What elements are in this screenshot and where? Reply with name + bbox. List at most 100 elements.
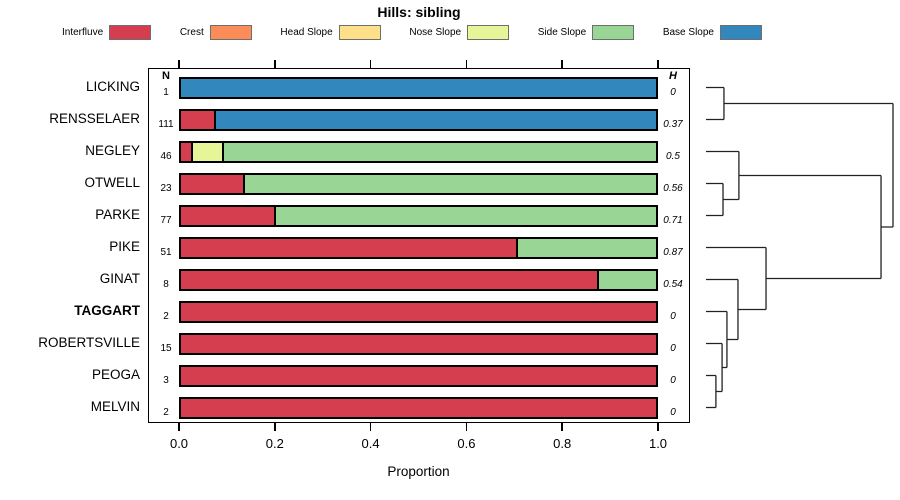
category-label: NEGLEY — [85, 143, 140, 158]
bar-segment-side-slope — [273, 206, 656, 225]
category-label: MELVIN — [90, 399, 140, 414]
legend-swatch-crest — [209, 25, 252, 40]
legend-swatch-head-slope — [338, 25, 381, 40]
bar-segment-base-slope — [181, 78, 656, 97]
axis-tick-label: 0.0 — [169, 436, 189, 451]
n-value: 46 — [160, 151, 172, 162]
chart-title: Hills: sibling — [377, 4, 461, 20]
legend-label: Head Slope — [280, 27, 333, 38]
axis-tick-bottom — [561, 423, 563, 431]
bar — [179, 268, 658, 291]
bar-segment-interfluve — [181, 366, 656, 385]
category-label: PEOGA — [91, 367, 140, 382]
n-value: 111 — [158, 119, 174, 130]
legend-item-side-slope: Side Slope — [537, 25, 635, 40]
category-label: OTWELL — [84, 175, 140, 190]
n-value: 3 — [163, 375, 169, 386]
axis-tick-top — [274, 60, 276, 68]
h-value: 0.71 — [663, 215, 683, 226]
bar-segment-base-slope — [214, 110, 656, 129]
n-value: 1 — [163, 87, 169, 98]
h-value: 0.54 — [663, 279, 683, 290]
h-value: 0.87 — [663, 247, 683, 258]
bar — [179, 300, 658, 323]
axis-tick-top — [465, 60, 468, 68]
category-label: ROBERTSVILLE — [38, 335, 140, 350]
axis-tick-label: 0.6 — [457, 436, 476, 451]
h-value: 0 — [670, 375, 676, 386]
category-label: PIKE — [109, 239, 140, 254]
category-label: TAGGART — [74, 303, 140, 318]
bar — [179, 76, 658, 99]
legend-swatch-base-slope — [719, 25, 762, 40]
axis-tick-bottom — [465, 423, 468, 431]
bar — [179, 140, 658, 163]
category-label: GINAT — [99, 271, 140, 286]
legend-item-base-slope: Base Slope — [663, 25, 762, 40]
bar-segment-nose-slope — [191, 142, 223, 161]
h-value: 0 — [670, 407, 676, 418]
n-value: 8 — [163, 279, 169, 290]
bar-segment-interfluve — [181, 270, 597, 289]
axis-tick-top — [178, 60, 180, 68]
h-value: 0.56 — [663, 183, 683, 194]
legend-label: Crest — [179, 27, 204, 38]
legend-item-interfluve: Interfluve — [62, 25, 152, 40]
bar-segment-interfluve — [181, 334, 656, 353]
legend-item-nose-slope: Nose Slope — [409, 25, 510, 40]
axis-tick-bottom — [274, 423, 276, 431]
legend-label: Side Slope — [537, 27, 587, 38]
n-value: 15 — [160, 343, 172, 354]
bar-segment-interfluve — [181, 302, 656, 321]
category-label: RENSSELAER — [49, 111, 140, 126]
bar-segment-side-slope — [516, 238, 656, 257]
category-label: PARKE — [95, 207, 140, 222]
axis-tick-bottom — [369, 423, 372, 431]
bar-segment-side-slope — [596, 270, 656, 289]
bar — [179, 108, 658, 131]
legend-swatch-side-slope — [592, 25, 635, 40]
axis-tick-top — [561, 60, 563, 68]
category-label: LICKING — [85, 79, 140, 94]
h-value: 0.5 — [666, 151, 680, 162]
bar — [179, 332, 658, 355]
legend: Interfluve Crest Head Slope Nose Slope Side … — [62, 25, 762, 40]
axis-tick-label: 0.8 — [553, 436, 572, 451]
bar — [179, 172, 658, 195]
bar-segment-interfluve — [181, 206, 274, 225]
h-value: 0 — [670, 311, 676, 322]
n-value: 51 — [160, 247, 172, 258]
axis-tick-top — [657, 60, 659, 68]
axis-tick-label: 0.4 — [361, 436, 380, 451]
bar-segment-interfluve — [181, 398, 656, 417]
h-value: 0.37 — [663, 119, 683, 130]
legend-item-crest: Crest — [180, 25, 252, 40]
axis-tick-top — [369, 60, 372, 68]
axis-tick-label: 1.0 — [648, 436, 668, 451]
dendrogram-lines — [706, 86, 894, 409]
bar-segment-interfluve — [181, 110, 215, 129]
n-value: 77 — [160, 215, 172, 226]
h-value: 0 — [670, 343, 676, 354]
axis-tick-bottom — [657, 423, 659, 431]
h-column-header: H — [669, 70, 677, 82]
bar — [179, 204, 658, 227]
bar-segment-side-slope — [222, 142, 656, 161]
bar-segment-interfluve — [181, 142, 192, 161]
legend-swatch-interfluve — [109, 25, 152, 40]
legend-label: Base Slope — [662, 27, 714, 38]
n-column-header: N — [162, 70, 170, 82]
x-axis-label: Proportion — [387, 464, 450, 479]
bar-segment-side-slope — [242, 174, 656, 193]
bar — [179, 236, 658, 259]
bar-segment-interfluve — [181, 174, 243, 193]
axis-tick-label: 0.2 — [265, 436, 284, 451]
legend-label: Nose Slope — [409, 27, 462, 38]
h-value: 0 — [670, 87, 676, 98]
n-value: 2 — [163, 407, 169, 418]
n-value: 2 — [163, 311, 169, 322]
legend-swatch-nose-slope — [467, 25, 510, 40]
legend-label: Interfluve — [62, 27, 104, 38]
bar — [179, 396, 658, 419]
